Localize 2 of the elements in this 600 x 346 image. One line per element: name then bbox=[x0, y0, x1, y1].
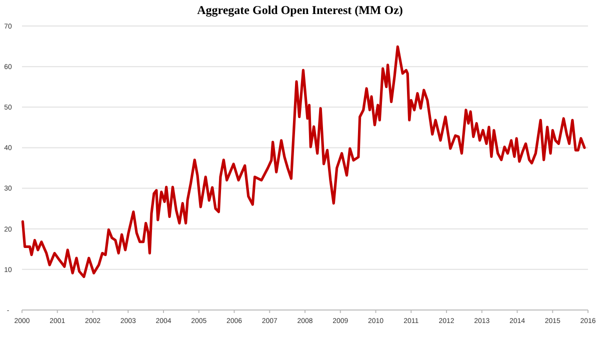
chart-title: Aggregate Gold Open Interest (MM Oz) bbox=[197, 3, 403, 17]
line-series bbox=[21, 45, 586, 278]
